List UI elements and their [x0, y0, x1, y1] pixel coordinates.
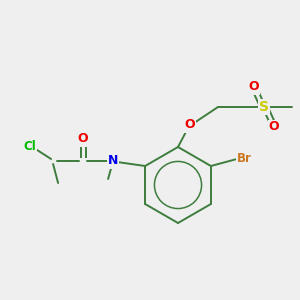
Text: Br: Br [236, 152, 251, 164]
Text: Cl: Cl [24, 140, 37, 152]
Text: N: N [108, 154, 118, 167]
Text: O: O [185, 118, 195, 131]
Text: O: O [249, 80, 259, 94]
Text: O: O [78, 133, 88, 146]
Text: O: O [269, 121, 279, 134]
Text: S: S [259, 100, 269, 114]
